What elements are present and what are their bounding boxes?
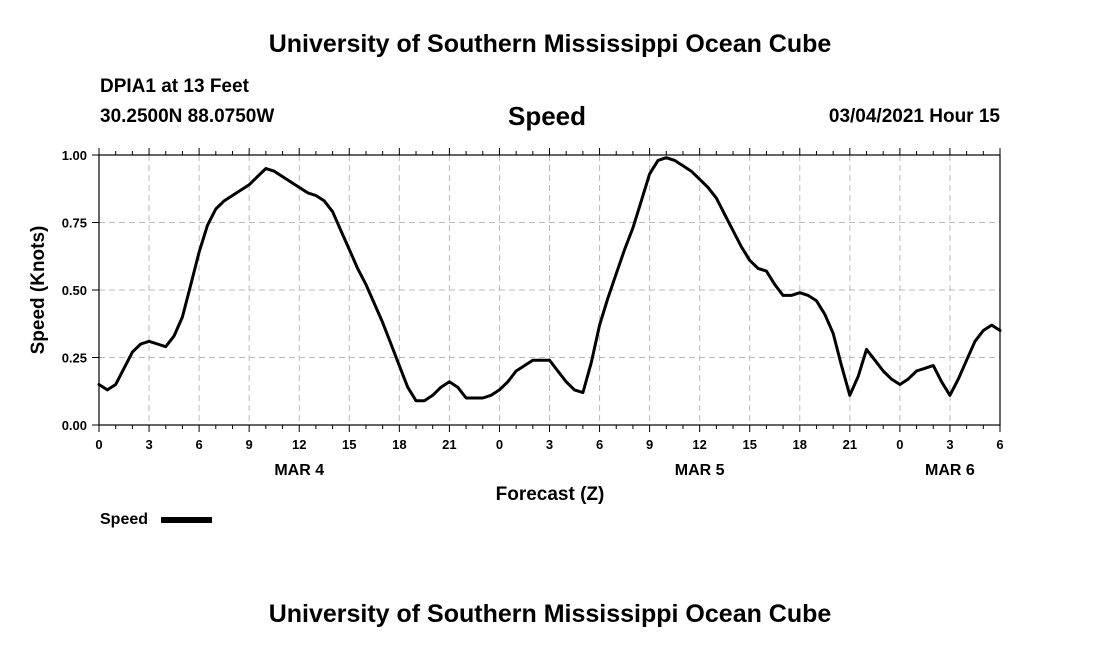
x-tick-label: 0 xyxy=(95,437,102,452)
x-tick-label: 9 xyxy=(646,437,653,452)
y-tick-label: 0.25 xyxy=(62,351,87,366)
x-tick-label: 6 xyxy=(596,437,603,452)
x-tick-label: 3 xyxy=(145,437,152,452)
y-tick-label: 0.75 xyxy=(62,216,87,231)
x-tick-label: 6 xyxy=(996,437,1003,452)
y-tick-label: 1.00 xyxy=(62,148,87,163)
x-tick-label: 21 xyxy=(442,437,456,452)
x-tick-label: 9 xyxy=(246,437,253,452)
date-label: MAR 5 xyxy=(675,462,725,479)
legend-label: Speed xyxy=(100,511,148,528)
x-tick-label: 0 xyxy=(496,437,503,452)
x-tick-label: 12 xyxy=(292,437,306,452)
plot-title: Speed xyxy=(508,101,587,131)
date-label: MAR 6 xyxy=(925,462,975,479)
x-tick-label: 0 xyxy=(896,437,903,452)
series-line-speed xyxy=(97,156,1002,403)
coordinates-label: 30.2500N 88.0750W xyxy=(100,106,275,127)
x-tick-label: 6 xyxy=(195,437,202,452)
y-tick-label: 0.00 xyxy=(62,418,87,433)
chart-grid xyxy=(99,155,1000,425)
legend: Speed xyxy=(100,511,212,528)
date-label: MAR 4 xyxy=(274,462,324,479)
x-tick-label: 21 xyxy=(843,437,857,452)
chart-axes: 0 3 6 9 12 15 18 21 0 3 6 9 12 15 18 21 0 3 6 MAR 4 MAR 5 MAR… xyxy=(62,148,1004,479)
x-tick-label: 15 xyxy=(342,437,356,452)
x-tick-label: 3 xyxy=(546,437,553,452)
chart-series xyxy=(97,156,1002,403)
y-tick-label: 0.50 xyxy=(62,283,87,298)
y-axis-label: Speed (Knots) xyxy=(28,226,49,355)
x-tick-label: 15 xyxy=(742,437,756,452)
x-tick-label: 3 xyxy=(946,437,953,452)
x-tick-label: 18 xyxy=(793,437,807,452)
bottom-title: University of Southern Mississippi Ocean… xyxy=(268,600,832,628)
datetime-label: 03/04/2021 Hour 15 xyxy=(828,106,1000,127)
x-tick-label: 12 xyxy=(692,437,706,452)
station-label: DPIA1 at 13 Feet xyxy=(100,76,249,97)
x-tick-label: 18 xyxy=(392,437,406,452)
top-title: University of Southern Mississippi Ocean… xyxy=(268,30,832,58)
x-axis-label: Forecast (Z) xyxy=(496,484,605,505)
